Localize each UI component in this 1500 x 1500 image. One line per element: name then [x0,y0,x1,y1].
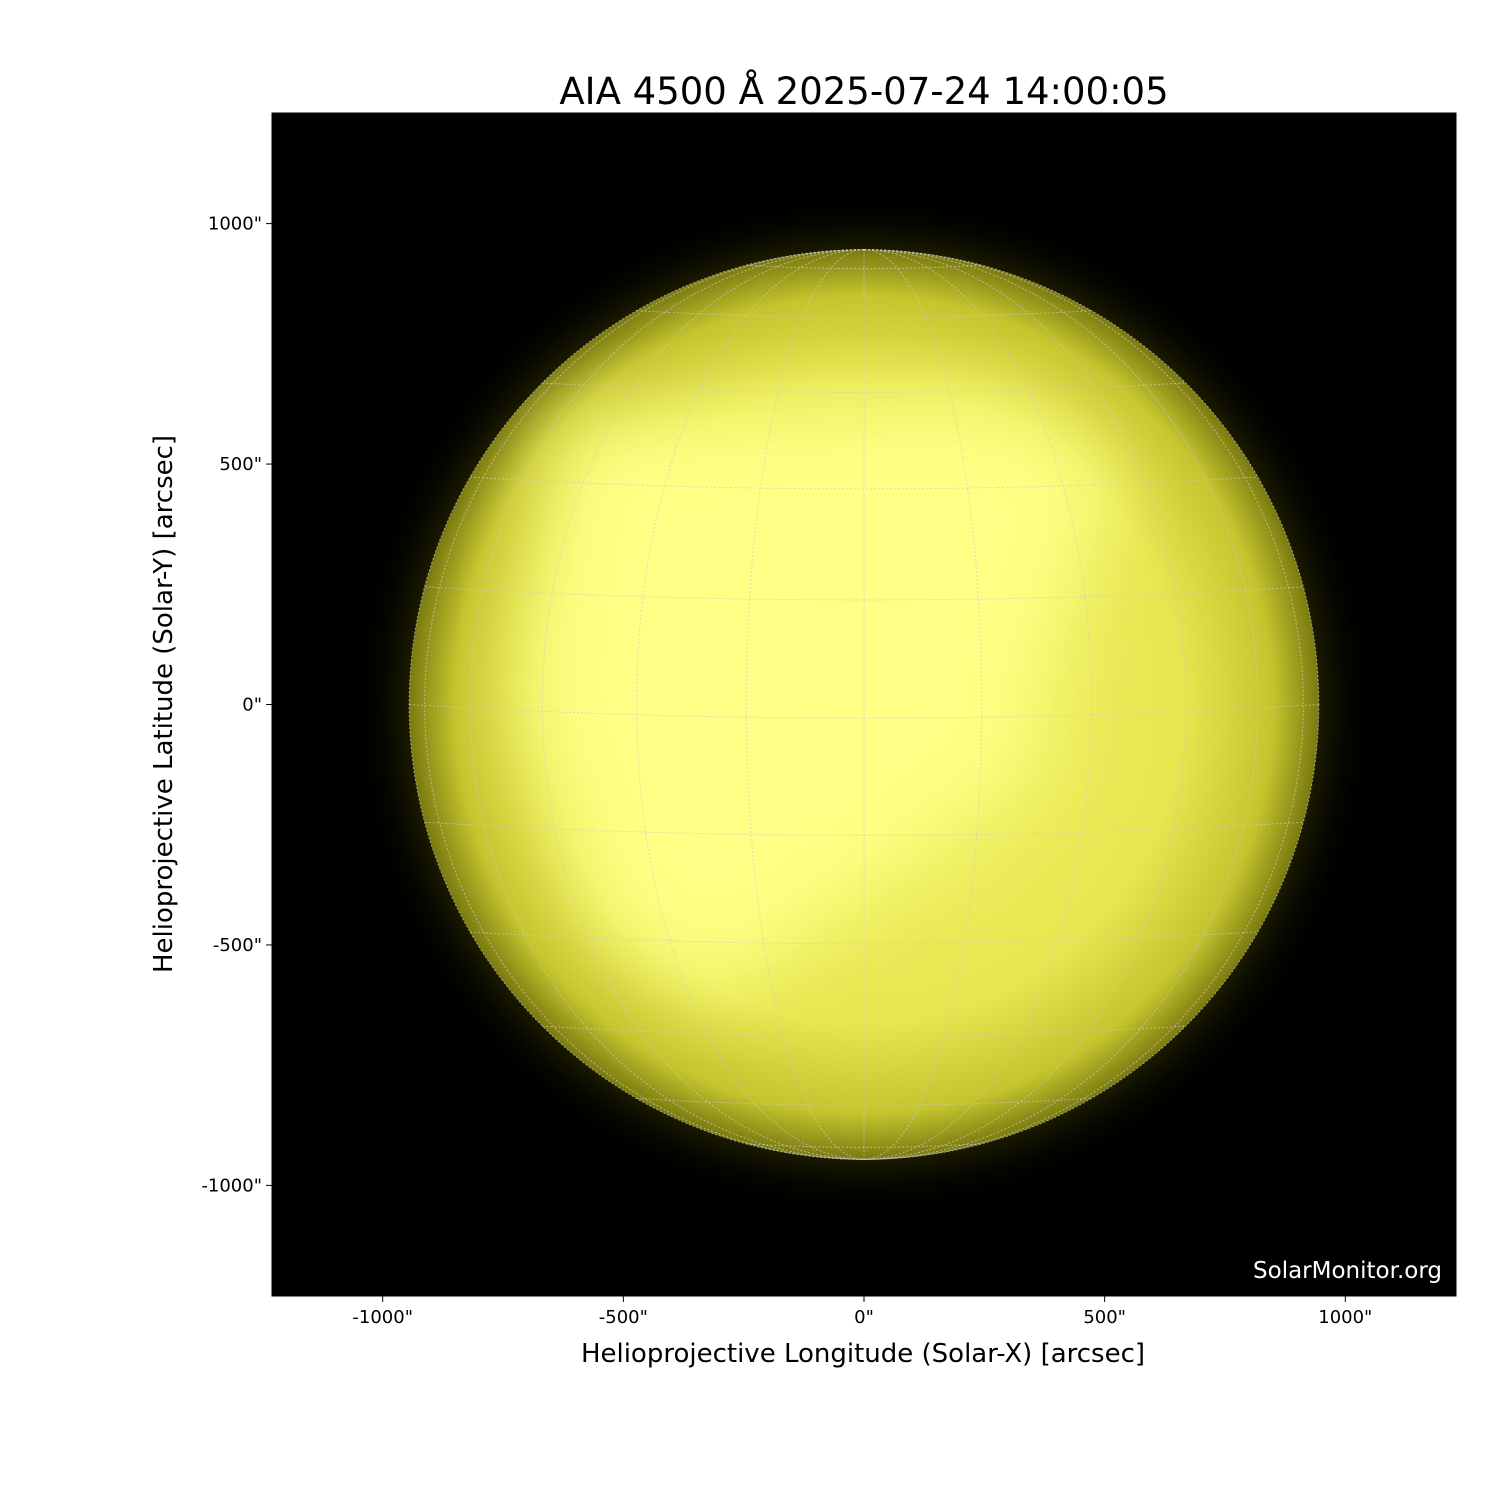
latitude-line [424,821,1304,836]
latitude-line [746,1143,982,1148]
latitude-line [542,382,1186,394]
longitude-line [424,249,865,1160]
watermark: SolarMonitor.org [1253,1258,1442,1284]
x-tick-label: -1000" [352,1307,413,1328]
latitude-line [470,931,1258,945]
y-tick-label: 0" [242,695,262,716]
longitude-line [863,249,1092,1160]
latitude-line [424,586,1304,601]
y-tick-label: 1000" [208,214,262,235]
latitude-line [542,1025,1186,1037]
latitude-line [636,310,1092,318]
x-tick-label: 1000" [1318,1307,1372,1328]
x-tick-label: -500" [599,1307,648,1328]
y-tick-label: -500" [213,935,262,956]
y-tick-label: 500" [219,454,262,475]
latitude-line [470,476,1258,490]
chart-title: AIA 4500 Å 2025-07-24 14:00:05 [559,69,1168,113]
coordinate-grid [408,249,1320,1160]
x-axis-label: Helioprojective Longitude (Solar-X) [arc… [581,1339,1145,1369]
x-tick-label: 0" [854,1307,874,1328]
longitude-line [863,249,983,1160]
latitude-line [636,1097,1092,1106]
bright-region [520,400,1120,1000]
longitude-line [863,249,1304,1160]
latitude-line [746,264,982,270]
solar-limb [408,249,1320,1160]
y-tick-label: -1000" [201,1175,262,1196]
longitude-line [636,249,865,1160]
latitude-line [409,704,1319,719]
x-tick-label: 500" [1083,1307,1126,1328]
longitude-line [745,249,865,1160]
y-axis-label: Helioprojective Latitude (Solar-Y) [arcs… [149,435,179,973]
